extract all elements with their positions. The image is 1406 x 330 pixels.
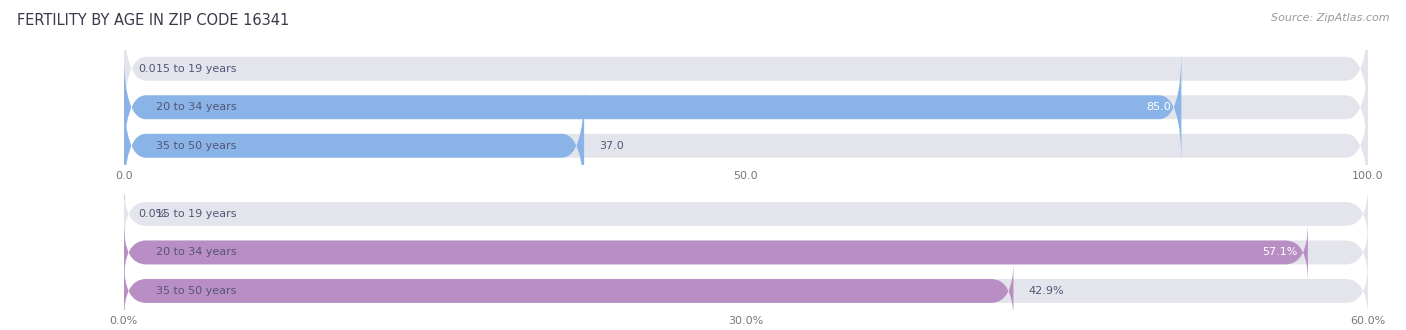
Text: 37.0: 37.0 <box>599 141 624 151</box>
FancyBboxPatch shape <box>124 223 1308 282</box>
FancyBboxPatch shape <box>124 11 1368 126</box>
Text: 85.0: 85.0 <box>1147 102 1171 112</box>
Text: 15 to 19 years: 15 to 19 years <box>156 64 236 74</box>
Text: 35 to 50 years: 35 to 50 years <box>156 141 236 151</box>
Text: 20 to 34 years: 20 to 34 years <box>156 102 236 112</box>
Text: 42.9%: 42.9% <box>1028 286 1064 296</box>
FancyBboxPatch shape <box>124 261 1368 320</box>
Text: 0.0%: 0.0% <box>139 209 167 219</box>
Text: 35 to 50 years: 35 to 50 years <box>156 286 236 296</box>
FancyBboxPatch shape <box>124 88 583 203</box>
Text: 57.1%: 57.1% <box>1263 248 1298 257</box>
FancyBboxPatch shape <box>124 261 1014 320</box>
FancyBboxPatch shape <box>124 223 1368 282</box>
FancyBboxPatch shape <box>124 50 1368 165</box>
Text: 15 to 19 years: 15 to 19 years <box>156 209 236 219</box>
Text: 20 to 34 years: 20 to 34 years <box>156 248 236 257</box>
Text: Source: ZipAtlas.com: Source: ZipAtlas.com <box>1271 13 1389 23</box>
Text: FERTILITY BY AGE IN ZIP CODE 16341: FERTILITY BY AGE IN ZIP CODE 16341 <box>17 13 290 28</box>
FancyBboxPatch shape <box>124 184 1368 244</box>
FancyBboxPatch shape <box>124 50 1181 165</box>
Text: 0.0: 0.0 <box>139 64 156 74</box>
FancyBboxPatch shape <box>124 88 1368 203</box>
